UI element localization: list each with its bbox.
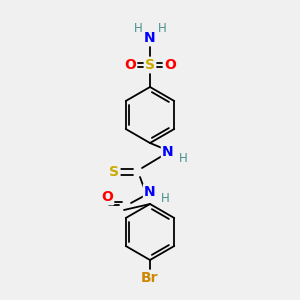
- Text: O: O: [164, 58, 176, 72]
- Text: N: N: [144, 31, 156, 45]
- Text: O: O: [101, 190, 113, 204]
- Text: H: H: [160, 193, 169, 206]
- Text: O: O: [124, 58, 136, 72]
- Text: H: H: [178, 152, 188, 166]
- Text: S: S: [145, 58, 155, 72]
- Text: N: N: [144, 185, 156, 199]
- Text: H: H: [158, 22, 166, 34]
- Text: Br: Br: [141, 271, 159, 285]
- Text: S: S: [109, 165, 119, 179]
- Text: H: H: [134, 22, 142, 34]
- Text: N: N: [162, 145, 174, 159]
